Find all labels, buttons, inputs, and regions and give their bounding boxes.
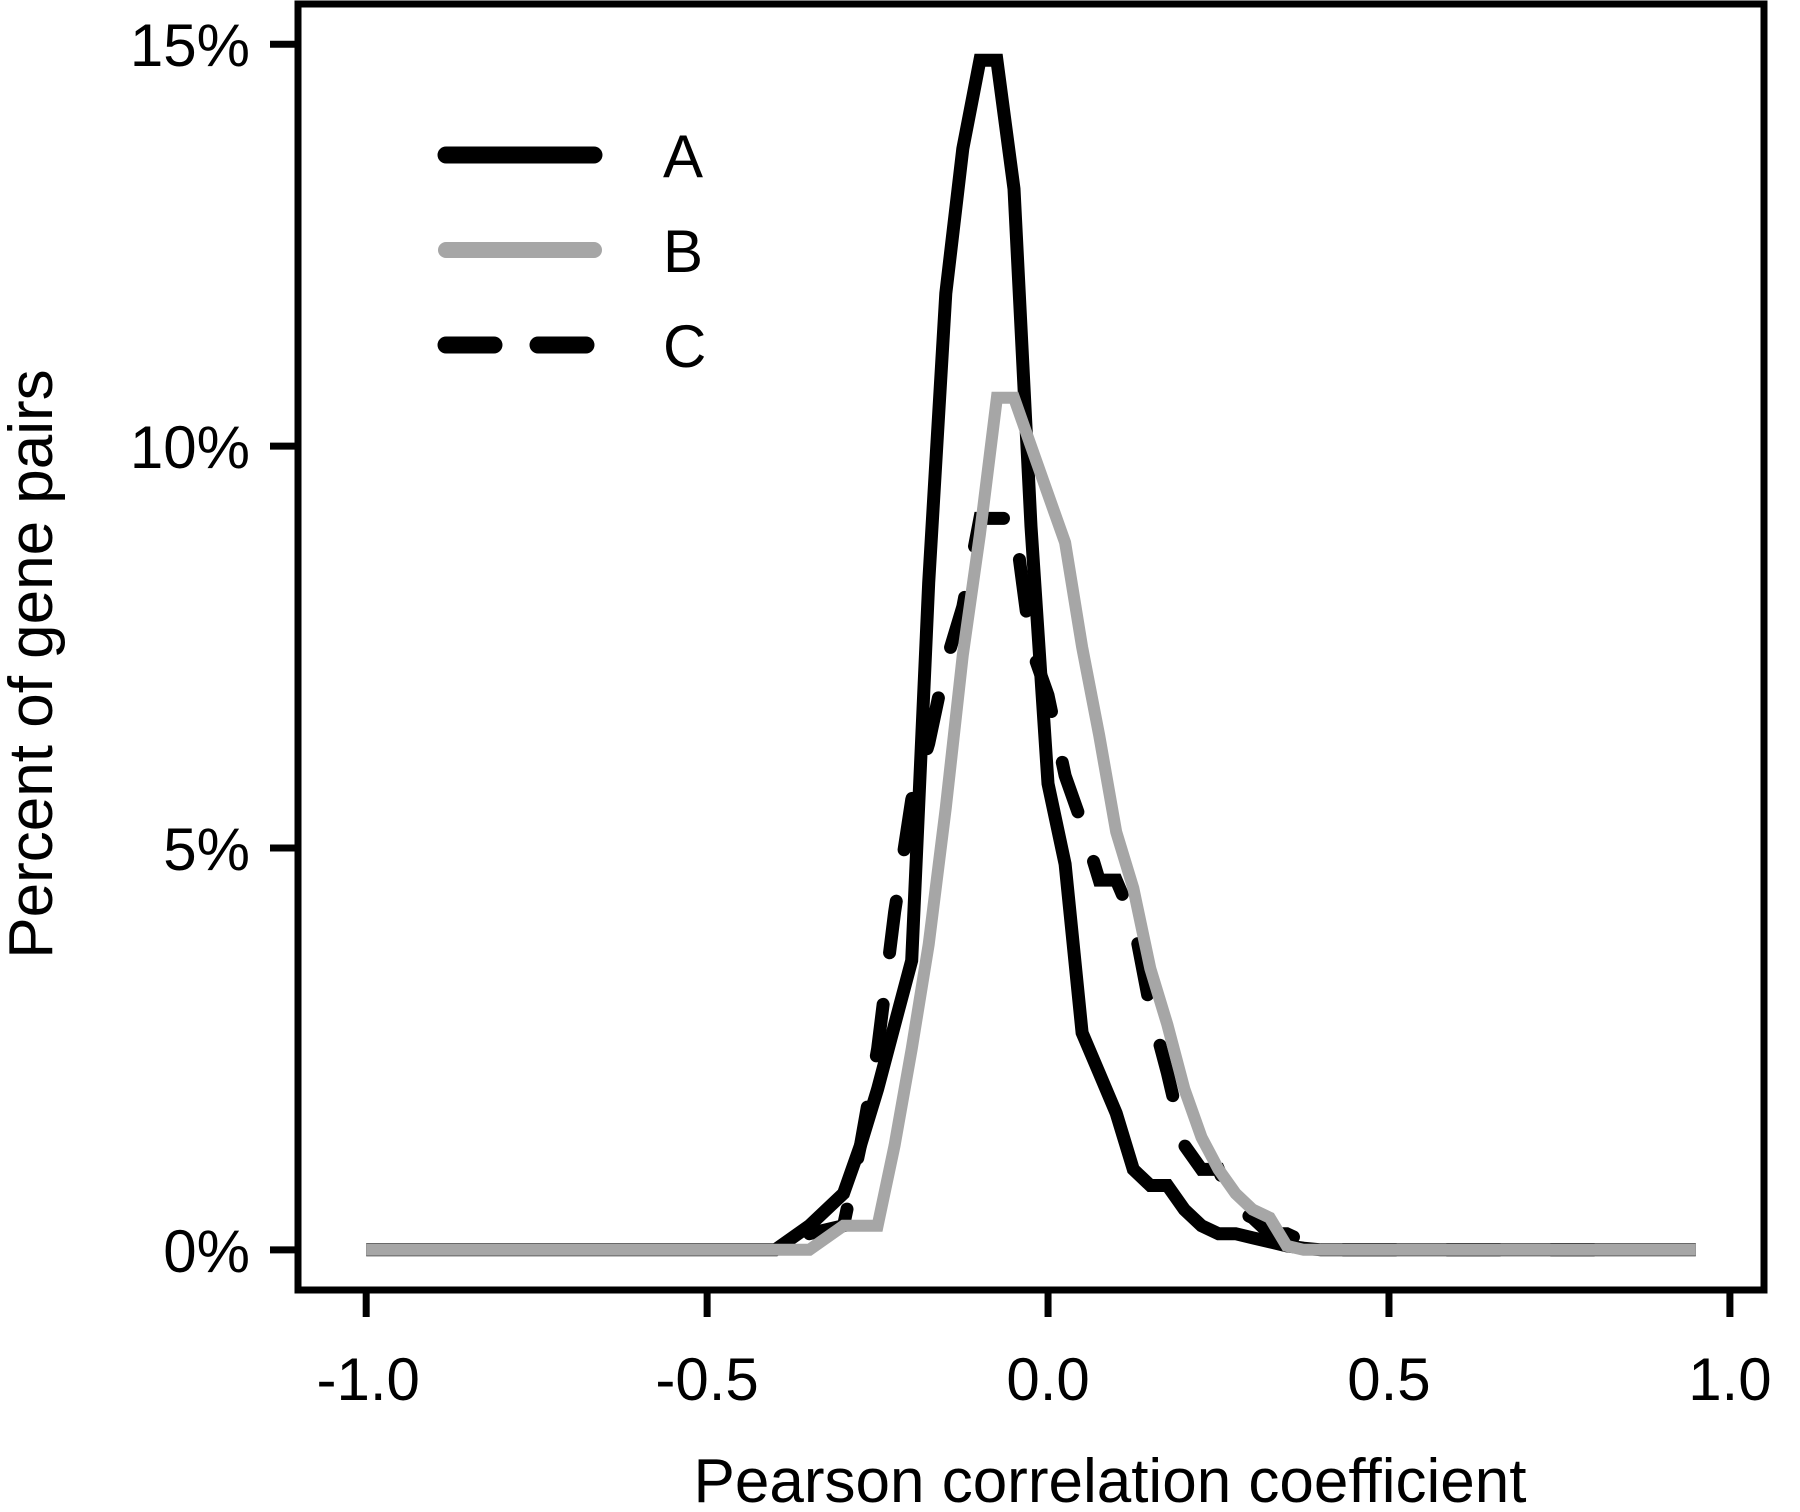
legend-label-c: C [663, 313, 706, 380]
legend-label-b: B [663, 218, 703, 285]
y-axis-title: Percent of gene pairs [0, 369, 66, 958]
x-tick-label: 0.0 [1006, 1346, 1089, 1413]
legend-label-a: A [663, 123, 703, 190]
x-tick-label: -1.0 [316, 1346, 419, 1413]
x-axis: -1.0 -0.5 0.0 0.5 1.0 [316, 1290, 1772, 1413]
y-tick-label: 10% [130, 414, 250, 481]
legend: ABC [437, 123, 706, 380]
series-line-b [366, 391, 1696, 1256]
x-tick-label: -0.5 [655, 1346, 758, 1413]
plot-frame [294, 0, 1768, 1294]
y-axis: 0% 5% 10% 15% [130, 12, 298, 1285]
y-tick-label: 0% [163, 1218, 250, 1285]
x-tick-label: 1.0 [1688, 1346, 1771, 1413]
x-tick-label: 0.5 [1347, 1346, 1430, 1413]
y-tick-label: 5% [163, 816, 250, 883]
x-axis-title: Pearson correlation coefficient [694, 1447, 1527, 1512]
series-line-a [366, 53, 1696, 1257]
series-layer [366, 53, 1696, 1257]
y-tick-label: 15% [130, 12, 250, 79]
